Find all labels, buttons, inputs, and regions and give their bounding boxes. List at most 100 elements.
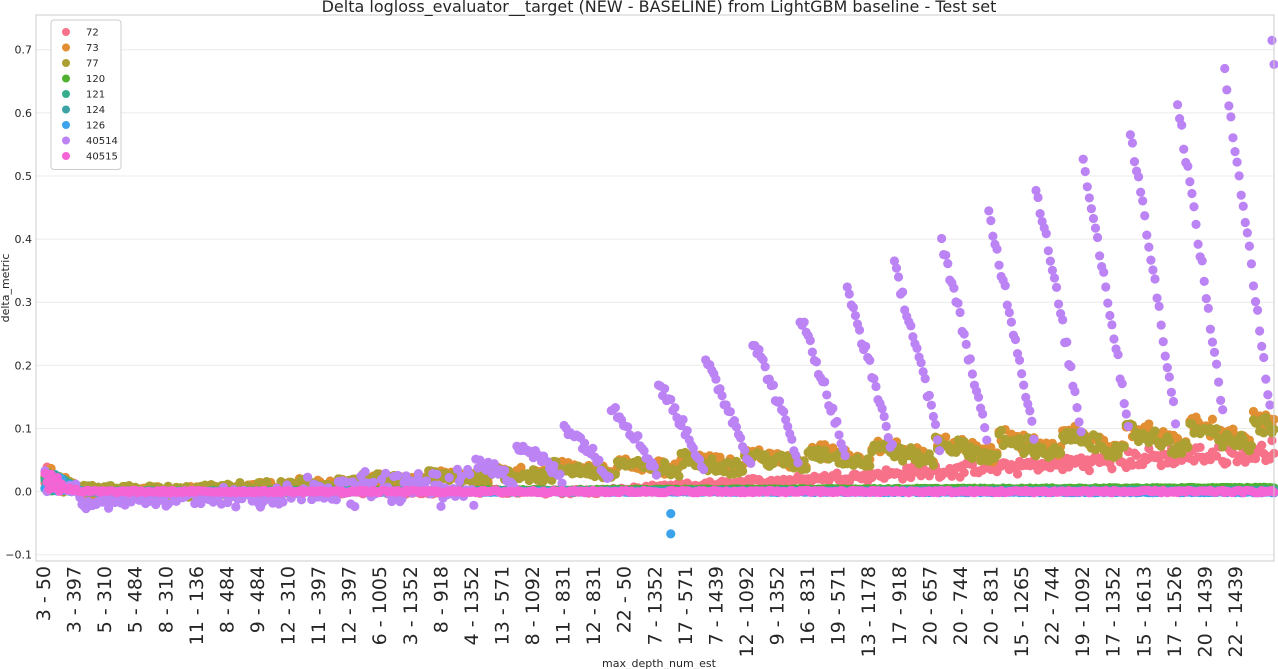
data-point — [881, 421, 891, 431]
data-point — [1224, 101, 1234, 111]
data-point — [368, 477, 378, 487]
data-point — [1257, 341, 1267, 351]
data-point — [1203, 303, 1213, 313]
data-point — [1214, 377, 1224, 387]
data-point — [1084, 193, 1094, 203]
data-point — [754, 344, 764, 355]
data-point — [1095, 251, 1105, 261]
data-point — [924, 390, 934, 400]
data-point — [973, 392, 984, 402]
data-point — [1207, 337, 1218, 347]
data-point — [850, 310, 861, 321]
data-point — [760, 362, 770, 372]
data-point — [1027, 416, 1037, 426]
data-point — [1226, 112, 1236, 122]
data-point — [444, 473, 454, 483]
data-point — [1074, 417, 1084, 427]
data-point — [1201, 294, 1211, 304]
data-point — [1025, 406, 1035, 416]
data-point — [1160, 351, 1170, 361]
data-point — [844, 289, 854, 299]
data-point — [801, 464, 811, 474]
data-point — [549, 461, 559, 471]
data-point — [432, 469, 442, 479]
data-point — [557, 478, 567, 488]
data-point — [1045, 256, 1055, 266]
data-point — [791, 450, 801, 461]
data-point — [1140, 211, 1150, 221]
data-point — [1053, 299, 1064, 309]
data-point — [1088, 213, 1099, 224]
data-point — [651, 470, 662, 480]
data-point — [1136, 187, 1146, 197]
data-point — [1164, 372, 1174, 382]
data-point — [1218, 442, 1228, 452]
data-point — [1244, 241, 1254, 251]
data-point — [887, 439, 897, 449]
data-point — [547, 475, 557, 485]
data-point — [805, 335, 815, 346]
data-point — [303, 472, 313, 482]
data-point — [678, 414, 688, 425]
data-point — [1197, 256, 1207, 266]
data-point — [1023, 399, 1033, 409]
data-point — [898, 287, 908, 297]
series-40515 — [40, 468, 1278, 498]
data-point — [986, 442, 996, 452]
data-point — [1117, 379, 1127, 389]
data-point — [842, 282, 852, 292]
data-point — [1263, 390, 1273, 400]
data-point — [865, 355, 875, 366]
data-point — [1086, 204, 1096, 214]
data-point — [891, 263, 902, 273]
data-point — [725, 407, 735, 417]
data-point — [883, 433, 893, 443]
data-point — [1195, 442, 1205, 453]
data-point — [1222, 85, 1232, 95]
data-point — [926, 400, 936, 410]
data-point — [1230, 147, 1240, 157]
data-point — [1150, 274, 1160, 284]
data-point — [413, 469, 424, 479]
data-point — [986, 216, 996, 226]
data-point — [1177, 120, 1187, 130]
data-point — [928, 411, 939, 422]
data-point — [832, 416, 842, 427]
data-point — [1193, 239, 1203, 249]
data-point — [499, 465, 510, 475]
data-point — [1004, 307, 1014, 318]
data-point — [1238, 201, 1248, 211]
data-point — [758, 355, 768, 365]
data-point — [1211, 424, 1222, 434]
data-point — [1072, 403, 1082, 413]
data-point — [1121, 409, 1131, 419]
data-point — [1144, 242, 1154, 252]
data-point — [694, 454, 705, 465]
data-point — [822, 390, 832, 400]
data-point — [996, 425, 1006, 436]
data-point — [930, 419, 941, 430]
data-point — [715, 384, 725, 394]
data-point — [1142, 230, 1152, 240]
data-point — [783, 421, 793, 432]
data-point — [959, 329, 969, 339]
data-point — [465, 469, 475, 480]
data-point — [932, 435, 943, 445]
data-point — [393, 470, 403, 481]
data-point — [1222, 458, 1232, 468]
data-point — [1158, 337, 1168, 347]
data-point — [1119, 398, 1129, 409]
data-point — [1152, 293, 1162, 303]
data-point — [891, 451, 902, 461]
data-point — [1220, 63, 1230, 74]
data-point — [988, 231, 998, 241]
data-point — [811, 357, 822, 367]
data-point — [1099, 267, 1109, 277]
data-point — [934, 446, 945, 456]
data-point — [768, 380, 778, 390]
data-point — [1189, 202, 1199, 212]
data-point — [955, 307, 965, 318]
data-point — [980, 423, 990, 433]
data-point — [588, 443, 598, 453]
